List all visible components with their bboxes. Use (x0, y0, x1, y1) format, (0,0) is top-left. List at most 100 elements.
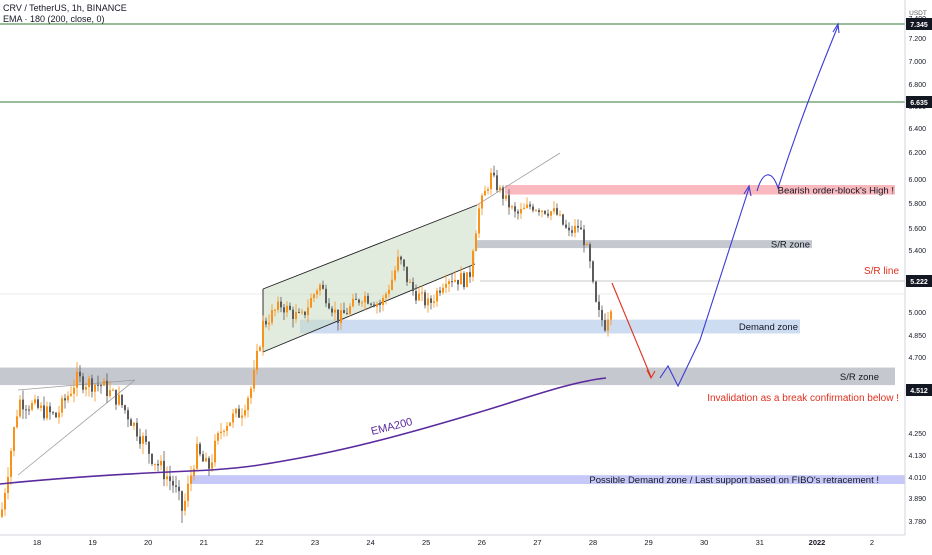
candle-body (460, 273, 462, 285)
candle (550, 210, 552, 221)
candle (241, 408, 243, 427)
candle-body (541, 210, 543, 213)
candle-body (544, 210, 546, 214)
candle-body (10, 450, 12, 477)
candle (520, 202, 522, 220)
candle-body (19, 399, 21, 417)
candle (79, 365, 81, 383)
candle-body (52, 412, 54, 414)
price-tag-label: 6.635 (910, 100, 928, 107)
candle-body (529, 204, 531, 207)
y-tick-label: 4.250 (908, 431, 926, 438)
candle-body (511, 206, 513, 208)
candle (172, 475, 174, 493)
candle (88, 375, 90, 397)
y-tick-label: 4.010 (908, 475, 926, 482)
candle (205, 452, 207, 462)
candle (385, 291, 387, 305)
candle (328, 298, 330, 310)
candle (250, 386, 252, 405)
candle (505, 195, 507, 202)
candle (136, 418, 138, 442)
candle-body (352, 298, 354, 307)
candle (343, 302, 345, 314)
candle-body (586, 244, 588, 246)
candle (571, 225, 573, 237)
candle (589, 242, 591, 269)
candle-body (370, 303, 372, 305)
candle-body (145, 435, 147, 442)
candle (379, 299, 381, 313)
candle-body (34, 399, 36, 404)
candle-body (451, 281, 453, 283)
candle (580, 220, 582, 230)
candle (307, 299, 309, 323)
candle (67, 391, 69, 404)
candle (280, 296, 282, 313)
candle-body (424, 292, 426, 306)
candle (175, 475, 177, 493)
candle (391, 270, 393, 291)
candle-body (430, 298, 432, 303)
candle (436, 287, 438, 307)
candle (538, 208, 540, 216)
candle (583, 224, 585, 253)
candle (493, 165, 495, 178)
candle (148, 441, 150, 464)
candle (313, 292, 315, 303)
candle (367, 292, 369, 305)
candle-body (583, 229, 585, 246)
candle (10, 447, 12, 486)
candle (499, 184, 501, 193)
candle (478, 203, 480, 239)
candle (124, 404, 126, 414)
candle (229, 422, 231, 427)
candle (220, 422, 222, 440)
candle (370, 302, 372, 308)
candle-body (601, 309, 603, 321)
x-tick-label: 2022 (809, 538, 826, 547)
candle (196, 436, 198, 471)
candle (187, 475, 189, 508)
bullish-projection-path-2 (756, 25, 839, 192)
candle-body (160, 460, 162, 466)
candle (535, 208, 537, 212)
candle-body (16, 416, 18, 428)
candle-body (379, 304, 381, 306)
candle (490, 168, 492, 195)
candle-body (427, 298, 429, 306)
candle (121, 394, 123, 408)
candle-body (418, 293, 420, 301)
candle-body (178, 486, 180, 492)
candle (421, 285, 423, 302)
candle (352, 293, 354, 308)
candle-body (301, 311, 303, 313)
candle (349, 303, 351, 317)
candle-body (109, 390, 111, 396)
candle (61, 395, 63, 417)
candle (559, 210, 561, 217)
x-tick-label: 19 (88, 538, 96, 547)
candle-body (382, 297, 384, 306)
candle (283, 304, 285, 321)
candle (103, 377, 105, 386)
candle (427, 292, 429, 313)
x-tick-label: 21 (200, 538, 208, 547)
candle-body (4, 492, 6, 510)
candle-body (373, 304, 375, 307)
channel-lower-line (262, 263, 476, 353)
candle (76, 362, 78, 397)
candle-body (226, 425, 228, 431)
candle (289, 302, 291, 311)
candle (484, 185, 486, 196)
candle-body (313, 294, 315, 298)
candle-body (439, 290, 441, 293)
candle-body (43, 405, 45, 419)
candle (211, 454, 213, 473)
candle (55, 411, 57, 418)
candle-body (295, 311, 297, 320)
candle-body (289, 305, 291, 310)
candle-body (28, 409, 30, 411)
candle-body (535, 210, 537, 212)
